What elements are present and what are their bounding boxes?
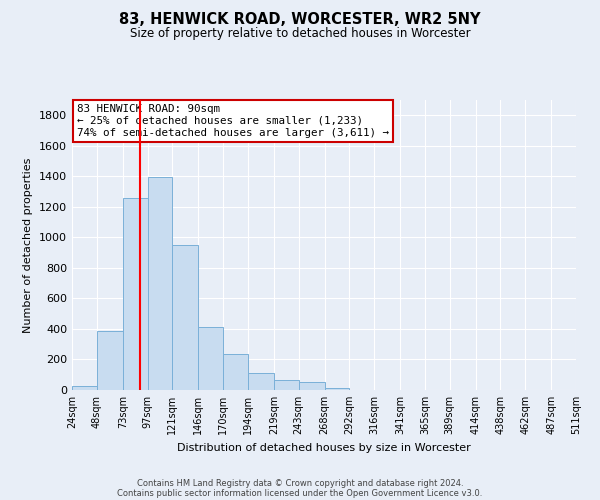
Text: Contains HM Land Registry data © Crown copyright and database right 2024.: Contains HM Land Registry data © Crown c…: [137, 478, 463, 488]
Bar: [123, 198, 148, 390]
Text: Size of property relative to detached houses in Worcester: Size of property relative to detached ho…: [130, 28, 470, 40]
Bar: [72, 386, 97, 390]
Bar: [274, 380, 299, 390]
Bar: [325, 388, 349, 390]
Bar: [299, 382, 325, 390]
Bar: [248, 373, 274, 390]
Bar: [198, 328, 223, 390]
Text: 83, HENWICK ROAD, WORCESTER, WR2 5NY: 83, HENWICK ROAD, WORCESTER, WR2 5NY: [119, 12, 481, 28]
Text: Contains public sector information licensed under the Open Government Licence v3: Contains public sector information licen…: [118, 488, 482, 498]
Bar: [148, 177, 172, 390]
X-axis label: Distribution of detached houses by size in Worcester: Distribution of detached houses by size …: [177, 442, 471, 452]
Bar: [172, 245, 198, 390]
Bar: [97, 331, 123, 390]
Text: 83 HENWICK ROAD: 90sqm
← 25% of detached houses are smaller (1,233)
74% of semi-: 83 HENWICK ROAD: 90sqm ← 25% of detached…: [77, 104, 389, 138]
Y-axis label: Number of detached properties: Number of detached properties: [23, 158, 34, 332]
Bar: [223, 354, 248, 390]
